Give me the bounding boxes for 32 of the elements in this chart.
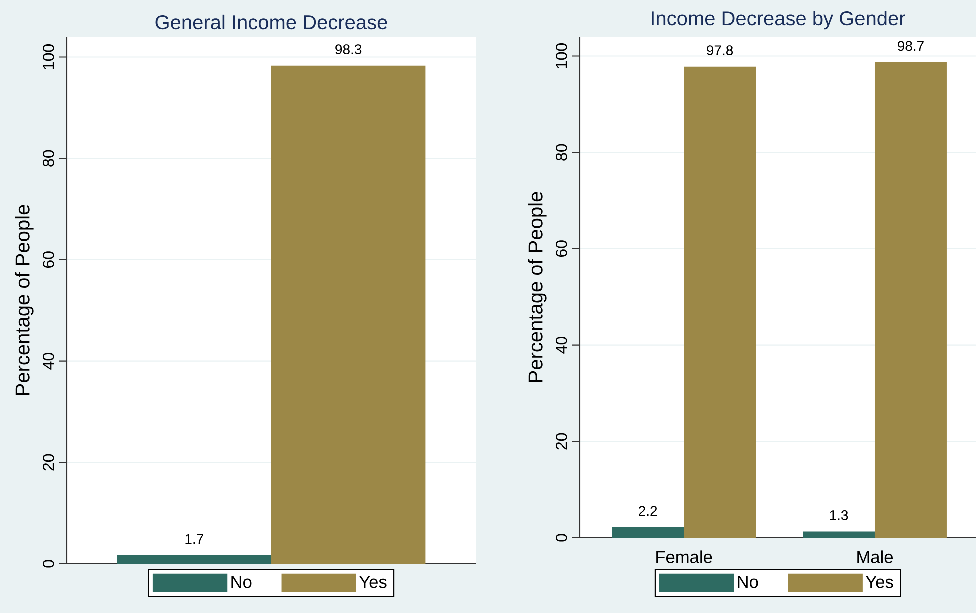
y-tick-label: 40 [42,353,54,370]
y-tick-label: 0 [556,534,568,542]
bar [874,62,947,538]
data-label: 2.2 [639,506,658,516]
y-axis-title: Percentage of People [15,205,34,396]
data-label: 98.7 [898,41,924,52]
y-tick-label: 20 [42,454,54,471]
legend-label: No [232,576,252,588]
x-tick-label: Male [858,550,893,564]
chart-title: General Income Decrease [156,14,388,30]
y-tick-label: 100 [556,44,568,68]
data-label: 97.8 [707,46,734,56]
legend-label: Yes [359,576,387,588]
legend-label: Yes [866,576,894,588]
y-tick-label: 0 [42,560,54,568]
bar [684,66,756,538]
bar [612,527,684,538]
y-axis-title: Percentage of People [528,192,547,382]
y-tick-label: 60 [42,252,54,268]
y-tick-label: 60 [556,240,568,258]
chart-title: Income Decrease by Gender [652,10,906,30]
data-label: 1.7 [186,534,204,544]
y-tick-label: 80 [42,150,54,167]
y-tick-label: 80 [556,144,568,161]
y-tick-label: 40 [556,337,568,354]
y-tick-label: 20 [556,433,568,450]
legend-label: No [738,576,758,588]
y-tick-label: 100 [42,44,54,70]
bar [803,532,875,538]
x-tick-label: Female [656,550,712,564]
data-label: 98.3 [336,44,362,55]
data-label: 1.3 [830,510,848,520]
